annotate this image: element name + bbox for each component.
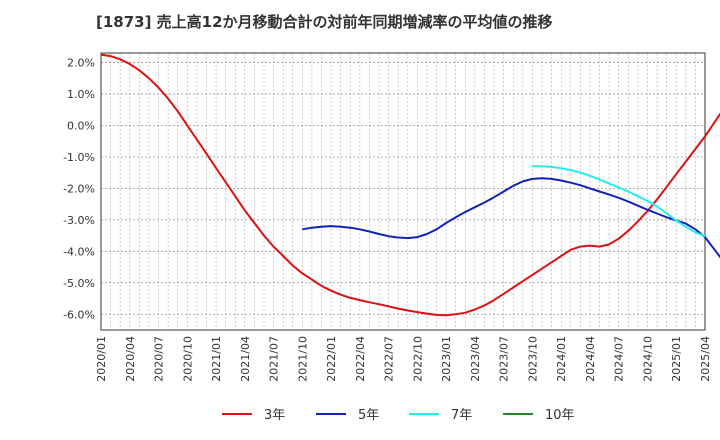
x-tick-label: 2020/01 xyxy=(95,336,108,382)
x-tick-label: 2021/10 xyxy=(296,336,309,382)
x-tick-label: 2021/01 xyxy=(210,336,223,382)
x-tick-label: 2022/07 xyxy=(383,336,396,382)
y-tick-label: 0.0% xyxy=(67,119,95,132)
y-tick-label: -1.0% xyxy=(63,151,95,164)
y-tick-label: -4.0% xyxy=(63,245,95,258)
y-axis: 2.0% 1.0% 0.0% -1.0% -2.0% -3.0% -4.0% -5.0% -6.… xyxy=(63,56,95,321)
x-tick-label: 2023/04 xyxy=(469,336,482,382)
x-tick-label: 2020/07 xyxy=(153,336,166,382)
x-tick-label: 2020/04 xyxy=(124,336,137,382)
x-tick-label: 2021/07 xyxy=(268,336,281,382)
x-tick-label: 2020/10 xyxy=(181,336,194,382)
x-tick-label: 2024/10 xyxy=(641,336,654,382)
x-tick-label: 2023/07 xyxy=(498,336,511,382)
x-tick-label: 2025/04 xyxy=(699,336,712,382)
y-tick-label: -6.0% xyxy=(63,308,95,321)
plot-border xyxy=(100,52,706,331)
legend-label: 3年 xyxy=(264,408,285,423)
x-tick-label: 2023/01 xyxy=(440,336,453,382)
x-tick-label: 2023/10 xyxy=(526,336,539,382)
series-lines xyxy=(100,53,720,317)
series-line xyxy=(532,165,706,238)
grid-lines xyxy=(101,53,705,330)
plot-area xyxy=(101,53,705,330)
x-tick-label: 2022/01 xyxy=(325,336,338,382)
legend: 3年 5年 7年 10年 xyxy=(222,408,575,423)
x-tick-label: 2024/01 xyxy=(555,336,568,382)
x-tick-label: 2024/04 xyxy=(584,336,597,382)
series-line xyxy=(100,53,720,317)
y-tick-label: -2.0% xyxy=(63,182,95,195)
x-tick-label: 2022/10 xyxy=(411,336,424,382)
x-tick-label: 2024/07 xyxy=(613,336,626,382)
y-tick-label: -5.0% xyxy=(63,277,95,290)
legend-label: 5年 xyxy=(358,408,379,423)
x-tick-label: 2021/04 xyxy=(239,336,252,382)
y-tick-label: -3.0% xyxy=(63,214,95,227)
y-tick-label: 2.0% xyxy=(67,56,95,69)
y-tick-label: 1.0% xyxy=(67,88,95,101)
x-tick-label: 2025/01 xyxy=(670,336,683,382)
legend-label: 10年 xyxy=(545,408,575,423)
chart-title: [1873] 売上高12か月移動合計の対前年同期増減率の平均値の推移 xyxy=(96,13,553,31)
x-tick-label: 2022/04 xyxy=(354,336,367,382)
x-axis: 2020/01 2020/04 2020/07 2020/10 2021/01 2021/… xyxy=(95,336,712,382)
legend-label: 7年 xyxy=(451,408,472,423)
